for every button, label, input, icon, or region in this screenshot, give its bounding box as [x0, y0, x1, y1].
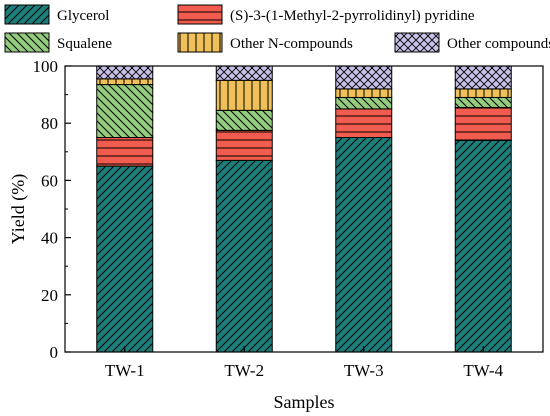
x-axis-title: Samples: [274, 392, 335, 412]
bar-tw-3-series-0: [335, 137, 393, 353]
legend-label: Other compounds: [447, 36, 550, 52]
x-tick-label-tw-3: TW-3: [344, 361, 384, 380]
bar-tw-2-series-1: [215, 129, 273, 161]
legend-swatch: [177, 32, 223, 53]
bar-tw-1-series-0: [96, 165, 154, 353]
axes: 0 20 40 60 80 100 TW-1 TW-2 TW-3 TW-4 Samples Yield…: [8, 57, 544, 412]
legend-swatch: [4, 4, 50, 25]
legend-swatch: [4, 32, 50, 53]
bar-tw-3-series-2: [335, 96, 393, 110]
bar-tw-3-series-3: [335, 88, 393, 98]
bar-tw-3-series-1: [335, 108, 393, 139]
y-tick-label: 40: [41, 229, 58, 248]
bar-tw-4-series-1: [454, 106, 512, 141]
x-tick-label-tw-2: TW-2: [224, 361, 264, 380]
bar-tw-1-series-2: [96, 84, 154, 138]
bar-tw-4-series-4: [454, 65, 512, 90]
legend-label: Squalene: [57, 36, 112, 52]
legend-item-4: Other compounds: [394, 32, 550, 53]
y-tick-label: 80: [41, 114, 58, 133]
legend-label: Glycerol: [57, 8, 109, 24]
bar-tw-4-series-3: [454, 88, 512, 98]
legend-item-0: Glycerol: [4, 4, 109, 25]
y-tick-label: 0: [50, 343, 59, 362]
legend-label: Other N-compounds: [230, 36, 353, 52]
bar-tw-2-series-0: [215, 159, 273, 353]
bar-tw-2-series-3: [215, 79, 273, 111]
legend-item-1: (S)-3-(1-Methyl-2-pyrrolidinyl) pyridine: [177, 4, 475, 25]
legend-item-2: Squalene: [4, 32, 112, 53]
legend: Glycerol (S)-3-(1-Methyl-2-pyrrolidinyl) …: [4, 4, 550, 53]
y-tick-label: 20: [41, 286, 58, 305]
legend-item-3: Other N-compounds: [177, 32, 353, 53]
bar-tw-1-series-4: [96, 65, 154, 80]
plot-area: [96, 65, 512, 353]
x-tick-label-tw-1: TW-1: [105, 361, 145, 380]
y-tick-label: 100: [33, 57, 59, 76]
x-tick-label-tw-4: TW-4: [463, 361, 503, 380]
bar-tw-2-series-2: [215, 109, 273, 131]
bar-tw-2-series-4: [215, 65, 273, 81]
bar-tw-1-series-3: [96, 78, 154, 86]
bar-tw-1-series-1: [96, 137, 154, 167]
legend-swatch: [177, 4, 223, 25]
y-axis-title: Yield (%): [8, 174, 29, 244]
bar-tw-4-series-2: [454, 96, 512, 108]
legend-label: (S)-3-(1-Methyl-2-pyrrolidinyl) pyridine: [230, 8, 475, 24]
legend-swatch: [394, 32, 440, 53]
bar-tw-3-series-4: [335, 65, 393, 90]
y-tick-label: 60: [41, 171, 58, 190]
bar-tw-4-series-0: [454, 139, 512, 353]
